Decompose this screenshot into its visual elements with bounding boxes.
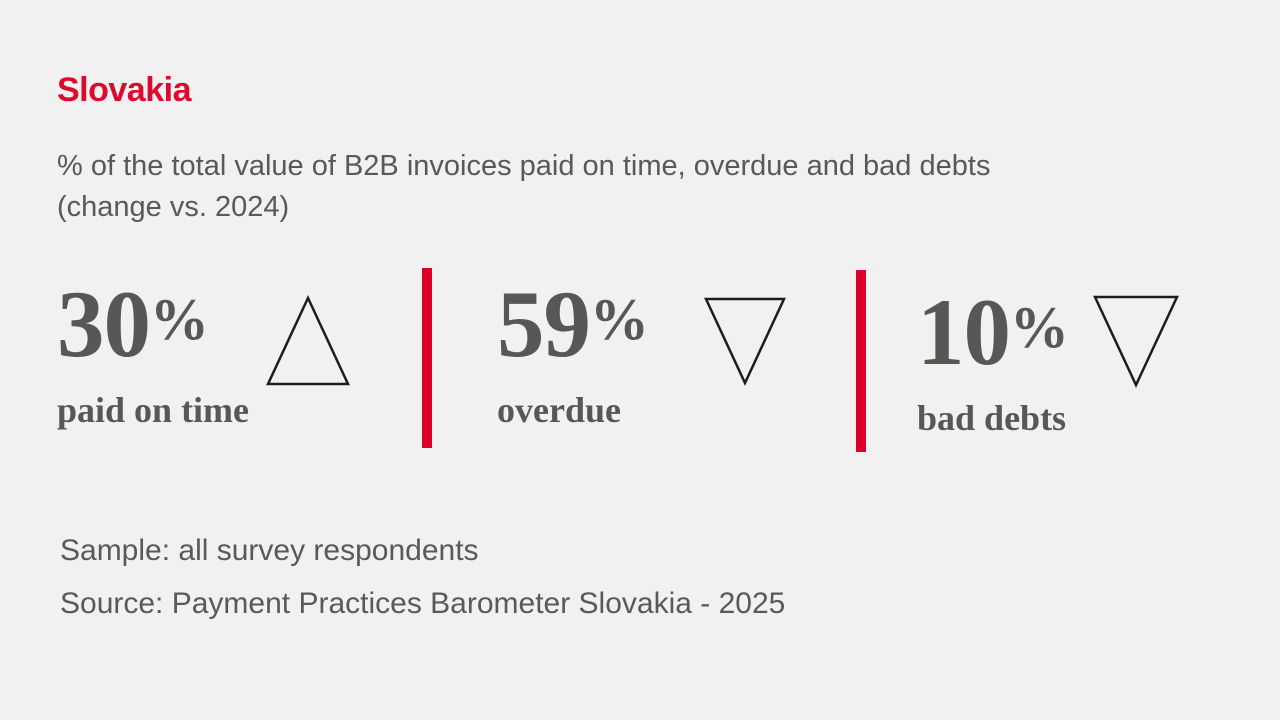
stat-overdue-number: 59 xyxy=(497,271,591,377)
trend-down-icon xyxy=(703,296,787,386)
stat-bad-debts-unit: % xyxy=(1010,294,1069,360)
page-title: Slovakia xyxy=(57,71,191,109)
stat-paid-on-time-label: paid on time xyxy=(57,390,250,430)
stat-overdue-value: 59% xyxy=(497,277,649,372)
chart-subtitle: % of the total value of B2B invoices pai… xyxy=(57,146,1217,228)
source-note: Source: Payment Practices Barometer Slov… xyxy=(60,587,786,620)
stat-bad-debts-label: bad debts xyxy=(917,398,1067,438)
trend-down-icon xyxy=(1092,294,1180,388)
sample-note: Sample: all survey respondents xyxy=(60,534,479,567)
chart-subtitle-line2: (change vs. 2024) xyxy=(57,191,290,223)
stat-overdue-label: overdue xyxy=(497,390,621,430)
stat-overdue-unit: % xyxy=(590,286,649,352)
red-divider-bar xyxy=(422,268,432,448)
trend-up-icon xyxy=(265,295,351,387)
red-divider-bar xyxy=(856,270,866,452)
stat-paid-on-time-unit: % xyxy=(150,286,209,352)
chart-subtitle-line1: % of the total value of B2B invoices pai… xyxy=(57,150,991,182)
stat-paid-on-time-number: 30 xyxy=(57,271,151,377)
stat-bad-debts-value: 10% xyxy=(917,285,1069,380)
stat-bad-debts-number: 10 xyxy=(917,279,1011,385)
stat-paid-on-time-value: 30% xyxy=(57,277,209,372)
